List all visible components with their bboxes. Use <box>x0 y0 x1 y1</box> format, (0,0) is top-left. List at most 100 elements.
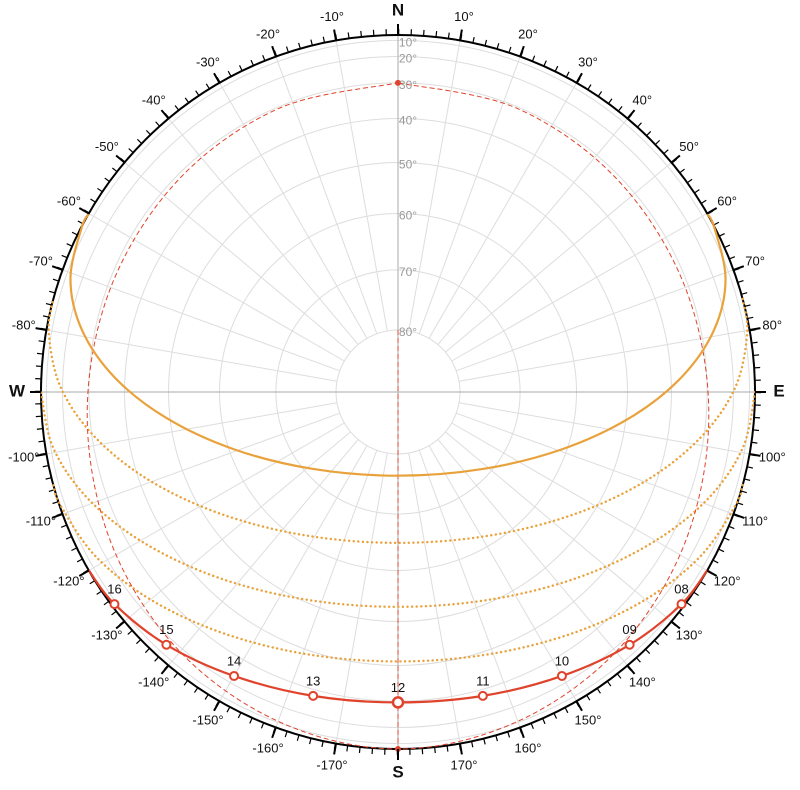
azimuth-grid-line <box>437 439 628 666</box>
azimuth-tick <box>271 727 277 739</box>
azimuth-tick <box>706 207 718 215</box>
azimuth-grid-line <box>88 213 345 362</box>
azimuth-label: 30° <box>578 54 598 69</box>
azimuth-tick <box>51 513 63 519</box>
sun-path <box>47 297 749 545</box>
azimuth-label: 60° <box>717 193 737 208</box>
azimuth-tick <box>626 109 636 120</box>
azimuth-label: 130° <box>676 628 703 643</box>
azimuth-grid-line <box>456 412 734 515</box>
hour-point <box>391 696 405 709</box>
azimuth-label: -130° <box>91 628 122 643</box>
azimuth-label: 120° <box>714 573 741 588</box>
azimuth-grid-line <box>46 329 338 382</box>
azimuth-tick <box>271 45 277 57</box>
azimuth-tick <box>749 327 761 331</box>
altitude-label: 80° <box>399 325 417 339</box>
hour-label: 09 <box>622 622 636 637</box>
azimuth-grid-line <box>418 56 521 334</box>
sun-path <box>69 213 727 477</box>
azimuth-tick <box>160 664 170 675</box>
azimuth-tick <box>459 29 463 41</box>
hour-label: 16 <box>107 582 121 597</box>
azimuth-tick <box>213 700 221 712</box>
azimuth-grid-line <box>62 412 340 515</box>
altitude-label: 20° <box>399 52 417 66</box>
azimuth-label: 80° <box>762 317 782 332</box>
azimuth-grid-line <box>168 439 359 666</box>
azimuth-grid-line <box>275 450 378 728</box>
azimuth-grid-line <box>219 445 368 702</box>
azimuth-tick <box>78 569 90 577</box>
azimuth-label: -110° <box>26 513 56 528</box>
azimuth-grid-line <box>456 269 734 372</box>
azimuth-tick <box>160 109 170 120</box>
azimuth-label: -70° <box>29 253 53 268</box>
hour-point <box>161 639 172 650</box>
azimuth-grid-line <box>275 56 378 334</box>
azimuth-grid-line <box>88 422 345 571</box>
azimuth-grid-line <box>445 431 672 622</box>
hour-label: 11 <box>476 673 490 688</box>
cardinal-label: W <box>9 381 26 400</box>
azimuth-label: -150° <box>192 713 223 728</box>
azimuth-label: 110° <box>742 513 768 528</box>
azimuth-tick <box>575 700 583 712</box>
azimuth-grid-line <box>418 450 521 728</box>
azimuth-grid-line <box>458 329 750 382</box>
altitude-label: 40° <box>399 114 417 128</box>
reference-point <box>395 79 401 86</box>
azimuth-tick <box>519 45 525 57</box>
azimuth-grid-line <box>458 402 750 455</box>
azimuth-label: 170° <box>451 758 478 773</box>
altitude-label: 10° <box>399 36 417 50</box>
hour-point <box>308 690 319 701</box>
azimuth-tick <box>749 453 761 457</box>
azimuth-tick <box>519 727 525 739</box>
azimuth-grid-line <box>428 82 577 339</box>
hour-point <box>624 639 635 650</box>
azimuth-label: -40° <box>142 92 166 107</box>
azimuth-label: 10° <box>454 9 474 24</box>
azimuth-grid-line <box>124 162 351 353</box>
sun-path <box>39 390 757 609</box>
hour-point <box>229 670 240 681</box>
azimuth-grid-line <box>408 40 461 332</box>
azimuth-grid-line <box>219 82 368 339</box>
azimuth-tick <box>575 72 583 84</box>
azimuth-grid-line <box>408 452 461 744</box>
hour-point <box>477 690 488 701</box>
hour-label: 15 <box>159 622 173 637</box>
azimuth-label: -140° <box>138 675 169 690</box>
azimuth-grid-line <box>168 118 359 345</box>
azimuth-label: -20° <box>256 26 280 41</box>
azimuth-tick <box>213 72 221 84</box>
azimuth-grid-line <box>335 40 388 332</box>
azimuth-tick <box>670 154 681 164</box>
azimuth-label: -10° <box>320 9 344 24</box>
azimuth-label: 20° <box>518 26 538 41</box>
azimuth-label: -160° <box>252 741 283 756</box>
azimuth-label: 40° <box>632 92 652 107</box>
altitude-label: 50° <box>399 158 417 172</box>
azimuth-label: 160° <box>515 741 542 756</box>
azimuth-tick <box>626 664 636 675</box>
hour-label: 13 <box>306 673 320 688</box>
azimuth-label: 50° <box>679 139 699 154</box>
azimuth-tick <box>459 743 463 755</box>
azimuth-label: -120° <box>53 573 84 588</box>
sun-path <box>52 483 744 663</box>
azimuth-label: -80° <box>12 317 36 332</box>
azimuth-label: 70° <box>745 253 765 268</box>
azimuth-tick <box>78 207 90 215</box>
azimuth-label: -30° <box>196 54 220 69</box>
azimuth-tick <box>670 620 681 630</box>
azimuth-label: -60° <box>57 193 81 208</box>
azimuth-grid-line <box>445 162 672 353</box>
azimuth-tick <box>733 513 745 519</box>
azimuth-label: 100° <box>759 449 786 464</box>
azimuth-grid-line <box>437 118 628 345</box>
azimuth-tick <box>115 620 126 630</box>
